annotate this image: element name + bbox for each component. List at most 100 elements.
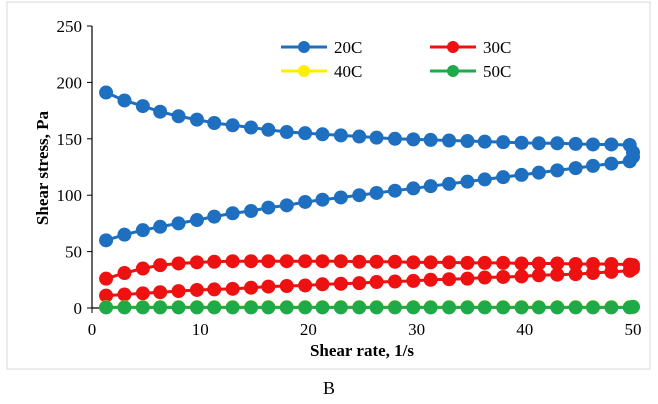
- data-point: [171, 216, 186, 231]
- data-point: [369, 185, 384, 200]
- data-point: [626, 145, 640, 160]
- data-point: [279, 198, 294, 213]
- series-30C: [99, 254, 640, 303]
- legend-item: 30C: [430, 38, 511, 57]
- data-point: [423, 132, 438, 147]
- data-point: [261, 200, 276, 215]
- data-point: [171, 300, 186, 315]
- data-point: [315, 300, 330, 315]
- data-point: [496, 135, 511, 150]
- series-50C: [99, 299, 640, 315]
- y-tick-label: 200: [57, 73, 83, 92]
- data-point: [153, 300, 168, 315]
- data-point: [460, 271, 475, 286]
- data-point: [604, 300, 619, 315]
- data-point: [135, 300, 150, 315]
- data-point: [568, 136, 583, 151]
- data-point: [477, 172, 492, 187]
- data-point: [531, 300, 546, 315]
- data-point: [279, 300, 294, 315]
- data-point: [550, 267, 565, 282]
- data-point: [369, 130, 384, 145]
- data-point: [442, 272, 457, 287]
- data-point: [153, 285, 168, 300]
- data-point: [189, 213, 204, 228]
- data-point: [369, 275, 384, 290]
- data-point: [442, 255, 457, 270]
- data-point: [406, 132, 421, 147]
- shear-stress-chart: 0 50 100 150 200 250 0 10 20 30 40 50 Shear stress…: [6, 1, 651, 370]
- data-point: [496, 255, 511, 270]
- data-point: [225, 118, 240, 133]
- data-point: [387, 183, 402, 198]
- data-point: [626, 299, 640, 314]
- data-point: [225, 281, 240, 296]
- y-tick-label: 150: [57, 130, 83, 149]
- data-point: [406, 181, 421, 196]
- data-point: [207, 300, 222, 315]
- data-point: [189, 255, 204, 270]
- legend-marker: [447, 65, 459, 77]
- data-point: [604, 156, 619, 171]
- data-point: [585, 137, 600, 152]
- x-tick-label: 10: [192, 320, 209, 339]
- data-point: [604, 137, 619, 152]
- data-point: [387, 131, 402, 146]
- legend-item: 40C: [281, 62, 362, 81]
- data-point: [514, 269, 529, 284]
- data-point: [477, 270, 492, 285]
- legend-label: 40C: [334, 62, 362, 81]
- data-point: [315, 277, 330, 292]
- data-point: [442, 300, 457, 315]
- x-tick-group: 0 10 20 30 40 50: [88, 308, 642, 339]
- data-point: [406, 273, 421, 288]
- data-point: [568, 257, 583, 272]
- data-point: [244, 120, 259, 135]
- data-point: [298, 126, 313, 141]
- data-point: [406, 300, 421, 315]
- chart-border: [6, 1, 651, 370]
- data-point: [423, 255, 438, 270]
- data-point: [261, 300, 276, 315]
- data-point: [496, 170, 511, 185]
- legend-item: 20C: [281, 38, 362, 57]
- data-point: [460, 255, 475, 270]
- data-point: [244, 254, 259, 269]
- data-point: [315, 127, 330, 142]
- legend: 20C 30C 40C 50C: [281, 38, 511, 81]
- data-point: [225, 206, 240, 221]
- data-point: [207, 254, 222, 269]
- y-tick-label: 250: [57, 17, 83, 36]
- legend-marker: [447, 41, 459, 53]
- data-point: [135, 99, 150, 114]
- data-point: [189, 300, 204, 315]
- data-point: [99, 288, 114, 303]
- y-tick-label: 50: [65, 243, 82, 262]
- data-point: [477, 134, 492, 149]
- data-point: [387, 274, 402, 289]
- x-tick-label: 50: [625, 320, 642, 339]
- data-point: [279, 254, 294, 269]
- data-point: [244, 203, 259, 218]
- data-point: [550, 300, 565, 315]
- data-point: [626, 258, 640, 273]
- data-point: [514, 135, 529, 150]
- data-point: [99, 233, 114, 248]
- data-point: [550, 256, 565, 271]
- series-20C: [99, 85, 640, 248]
- data-point: [460, 134, 475, 149]
- data-point: [585, 257, 600, 272]
- legend-label: 20C: [334, 38, 362, 57]
- data-point: [496, 269, 511, 284]
- data-point: [298, 278, 313, 293]
- data-point: [117, 266, 132, 281]
- data-point: [207, 209, 222, 224]
- data-point: [352, 188, 367, 203]
- data-point: [369, 254, 384, 269]
- data-point: [315, 254, 330, 269]
- data-point: [117, 300, 132, 315]
- data-point: [135, 223, 150, 238]
- data-point: [99, 271, 114, 286]
- data-point: [315, 192, 330, 207]
- legend-marker: [298, 65, 310, 77]
